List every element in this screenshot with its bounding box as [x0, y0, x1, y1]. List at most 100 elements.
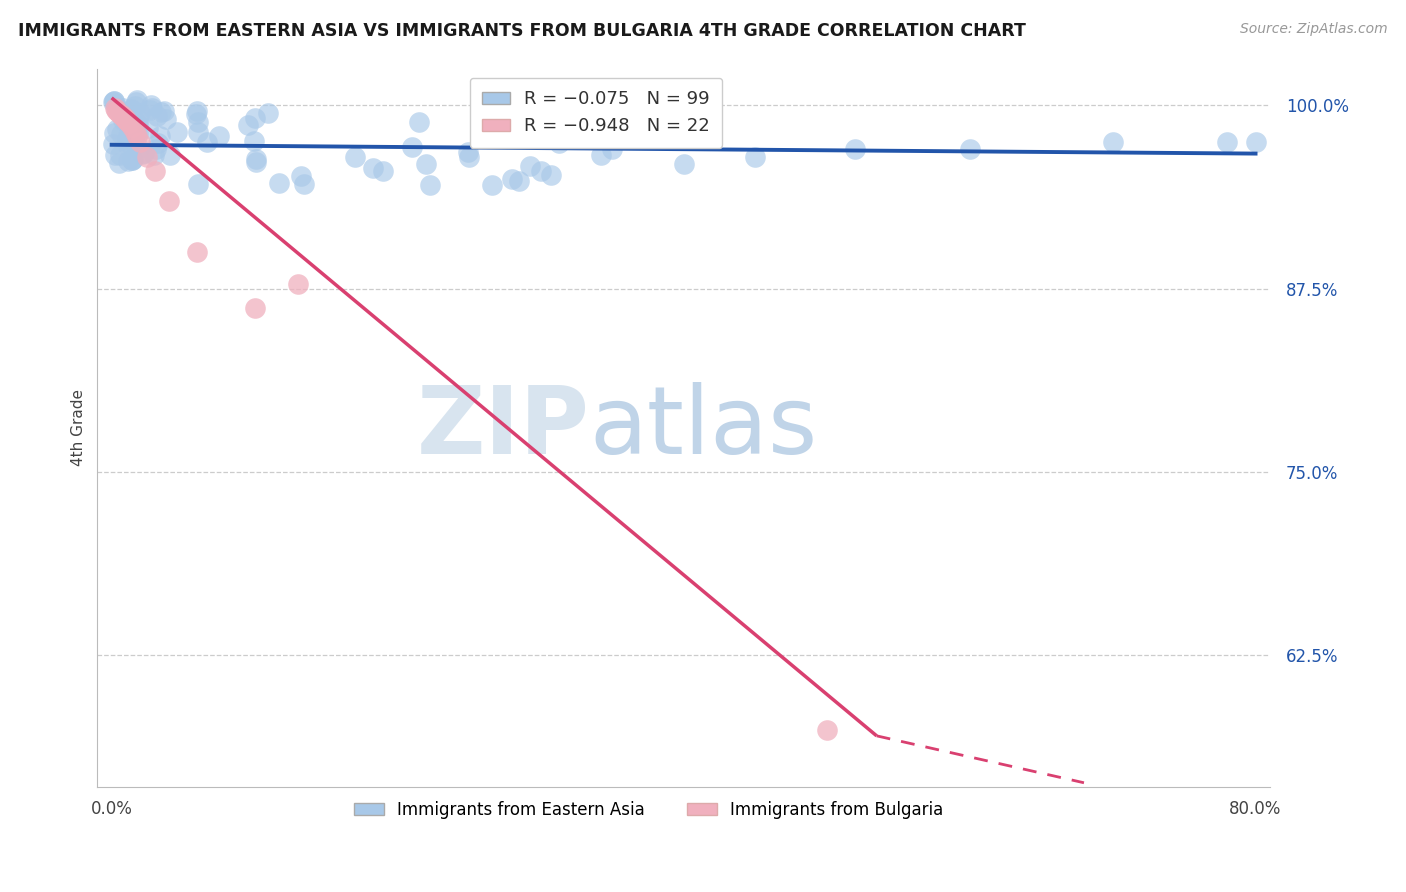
Point — [501, 171, 523, 186]
Point — [110, 128, 132, 142]
Point — [187, 115, 209, 129]
Point — [125, 126, 148, 140]
Legend: Immigrants from Eastern Asia, Immigrants from Bulgaria: Immigrants from Eastern Asia, Immigrants… — [347, 794, 950, 826]
Point — [145, 142, 167, 156]
Point — [146, 109, 169, 123]
Point — [120, 102, 142, 116]
Point — [844, 142, 866, 156]
Point — [103, 101, 125, 115]
Point — [155, 112, 177, 126]
Point — [120, 103, 142, 117]
Point — [105, 122, 128, 136]
Point — [134, 145, 156, 160]
Text: Source: ZipAtlas.com: Source: ZipAtlas.com — [1240, 22, 1388, 37]
Point — [115, 133, 138, 147]
Point — [401, 140, 423, 154]
Point — [124, 125, 146, 139]
Point — [672, 157, 695, 171]
Point — [103, 126, 125, 140]
Point — [146, 136, 169, 151]
Point — [120, 126, 142, 140]
Point — [111, 101, 134, 115]
Point — [101, 95, 124, 109]
Point — [508, 174, 530, 188]
Point — [361, 161, 384, 175]
Point — [122, 134, 145, 148]
Point — [125, 95, 148, 109]
Point — [208, 129, 231, 144]
Point — [129, 135, 152, 149]
Point — [815, 723, 838, 737]
Point — [744, 149, 766, 163]
Point — [121, 153, 143, 168]
Point — [343, 149, 366, 163]
Point — [186, 106, 208, 120]
Point — [114, 112, 136, 126]
Text: atlas: atlas — [589, 382, 818, 474]
Point — [1244, 135, 1267, 149]
Point — [124, 99, 146, 113]
Point — [591, 147, 613, 161]
Point — [481, 178, 503, 192]
Point — [157, 194, 180, 208]
Y-axis label: 4th Grade: 4th Grade — [72, 389, 86, 467]
Point — [128, 141, 150, 155]
Point — [457, 145, 479, 160]
Point — [105, 103, 128, 118]
Point — [243, 134, 266, 148]
Point — [600, 142, 623, 156]
Point — [292, 177, 315, 191]
Point — [141, 98, 163, 112]
Point — [122, 112, 145, 127]
Point — [143, 164, 166, 178]
Point — [118, 136, 141, 151]
Point — [103, 94, 125, 108]
Point — [187, 125, 209, 139]
Point — [149, 129, 172, 144]
Point — [114, 110, 136, 124]
Point — [287, 277, 309, 292]
Point — [117, 114, 139, 128]
Point — [513, 128, 536, 142]
Point — [245, 154, 267, 169]
Point — [519, 159, 541, 173]
Point — [118, 116, 141, 130]
Point — [534, 118, 557, 132]
Point — [150, 105, 173, 120]
Point — [136, 149, 159, 163]
Point — [153, 104, 176, 119]
Point — [562, 110, 585, 124]
Point — [127, 128, 149, 143]
Point — [186, 244, 208, 259]
Point — [104, 148, 127, 162]
Point — [121, 120, 143, 135]
Point — [122, 117, 145, 131]
Point — [959, 142, 981, 156]
Point — [290, 169, 312, 183]
Point — [112, 113, 135, 128]
Point — [530, 164, 553, 178]
Point — [166, 125, 188, 139]
Point — [107, 105, 129, 120]
Point — [139, 103, 162, 118]
Point — [548, 136, 571, 150]
Point — [111, 108, 134, 122]
Point — [1216, 135, 1239, 149]
Point — [112, 108, 135, 122]
Point — [117, 128, 139, 143]
Point — [141, 101, 163, 115]
Point — [1101, 135, 1123, 149]
Point — [122, 153, 145, 167]
Point — [540, 168, 562, 182]
Point — [408, 115, 430, 129]
Point — [458, 149, 481, 163]
Point — [131, 147, 153, 161]
Text: IMMIGRANTS FROM EASTERN ASIA VS IMMIGRANTS FROM BULGARIA 4TH GRADE CORRELATION C: IMMIGRANTS FROM EASTERN ASIA VS IMMIGRAN… — [18, 22, 1026, 40]
Point — [269, 176, 291, 190]
Point — [127, 127, 149, 141]
Point — [103, 95, 125, 109]
Point — [159, 148, 181, 162]
Point — [125, 93, 148, 107]
Point — [112, 110, 135, 124]
Point — [110, 107, 132, 121]
